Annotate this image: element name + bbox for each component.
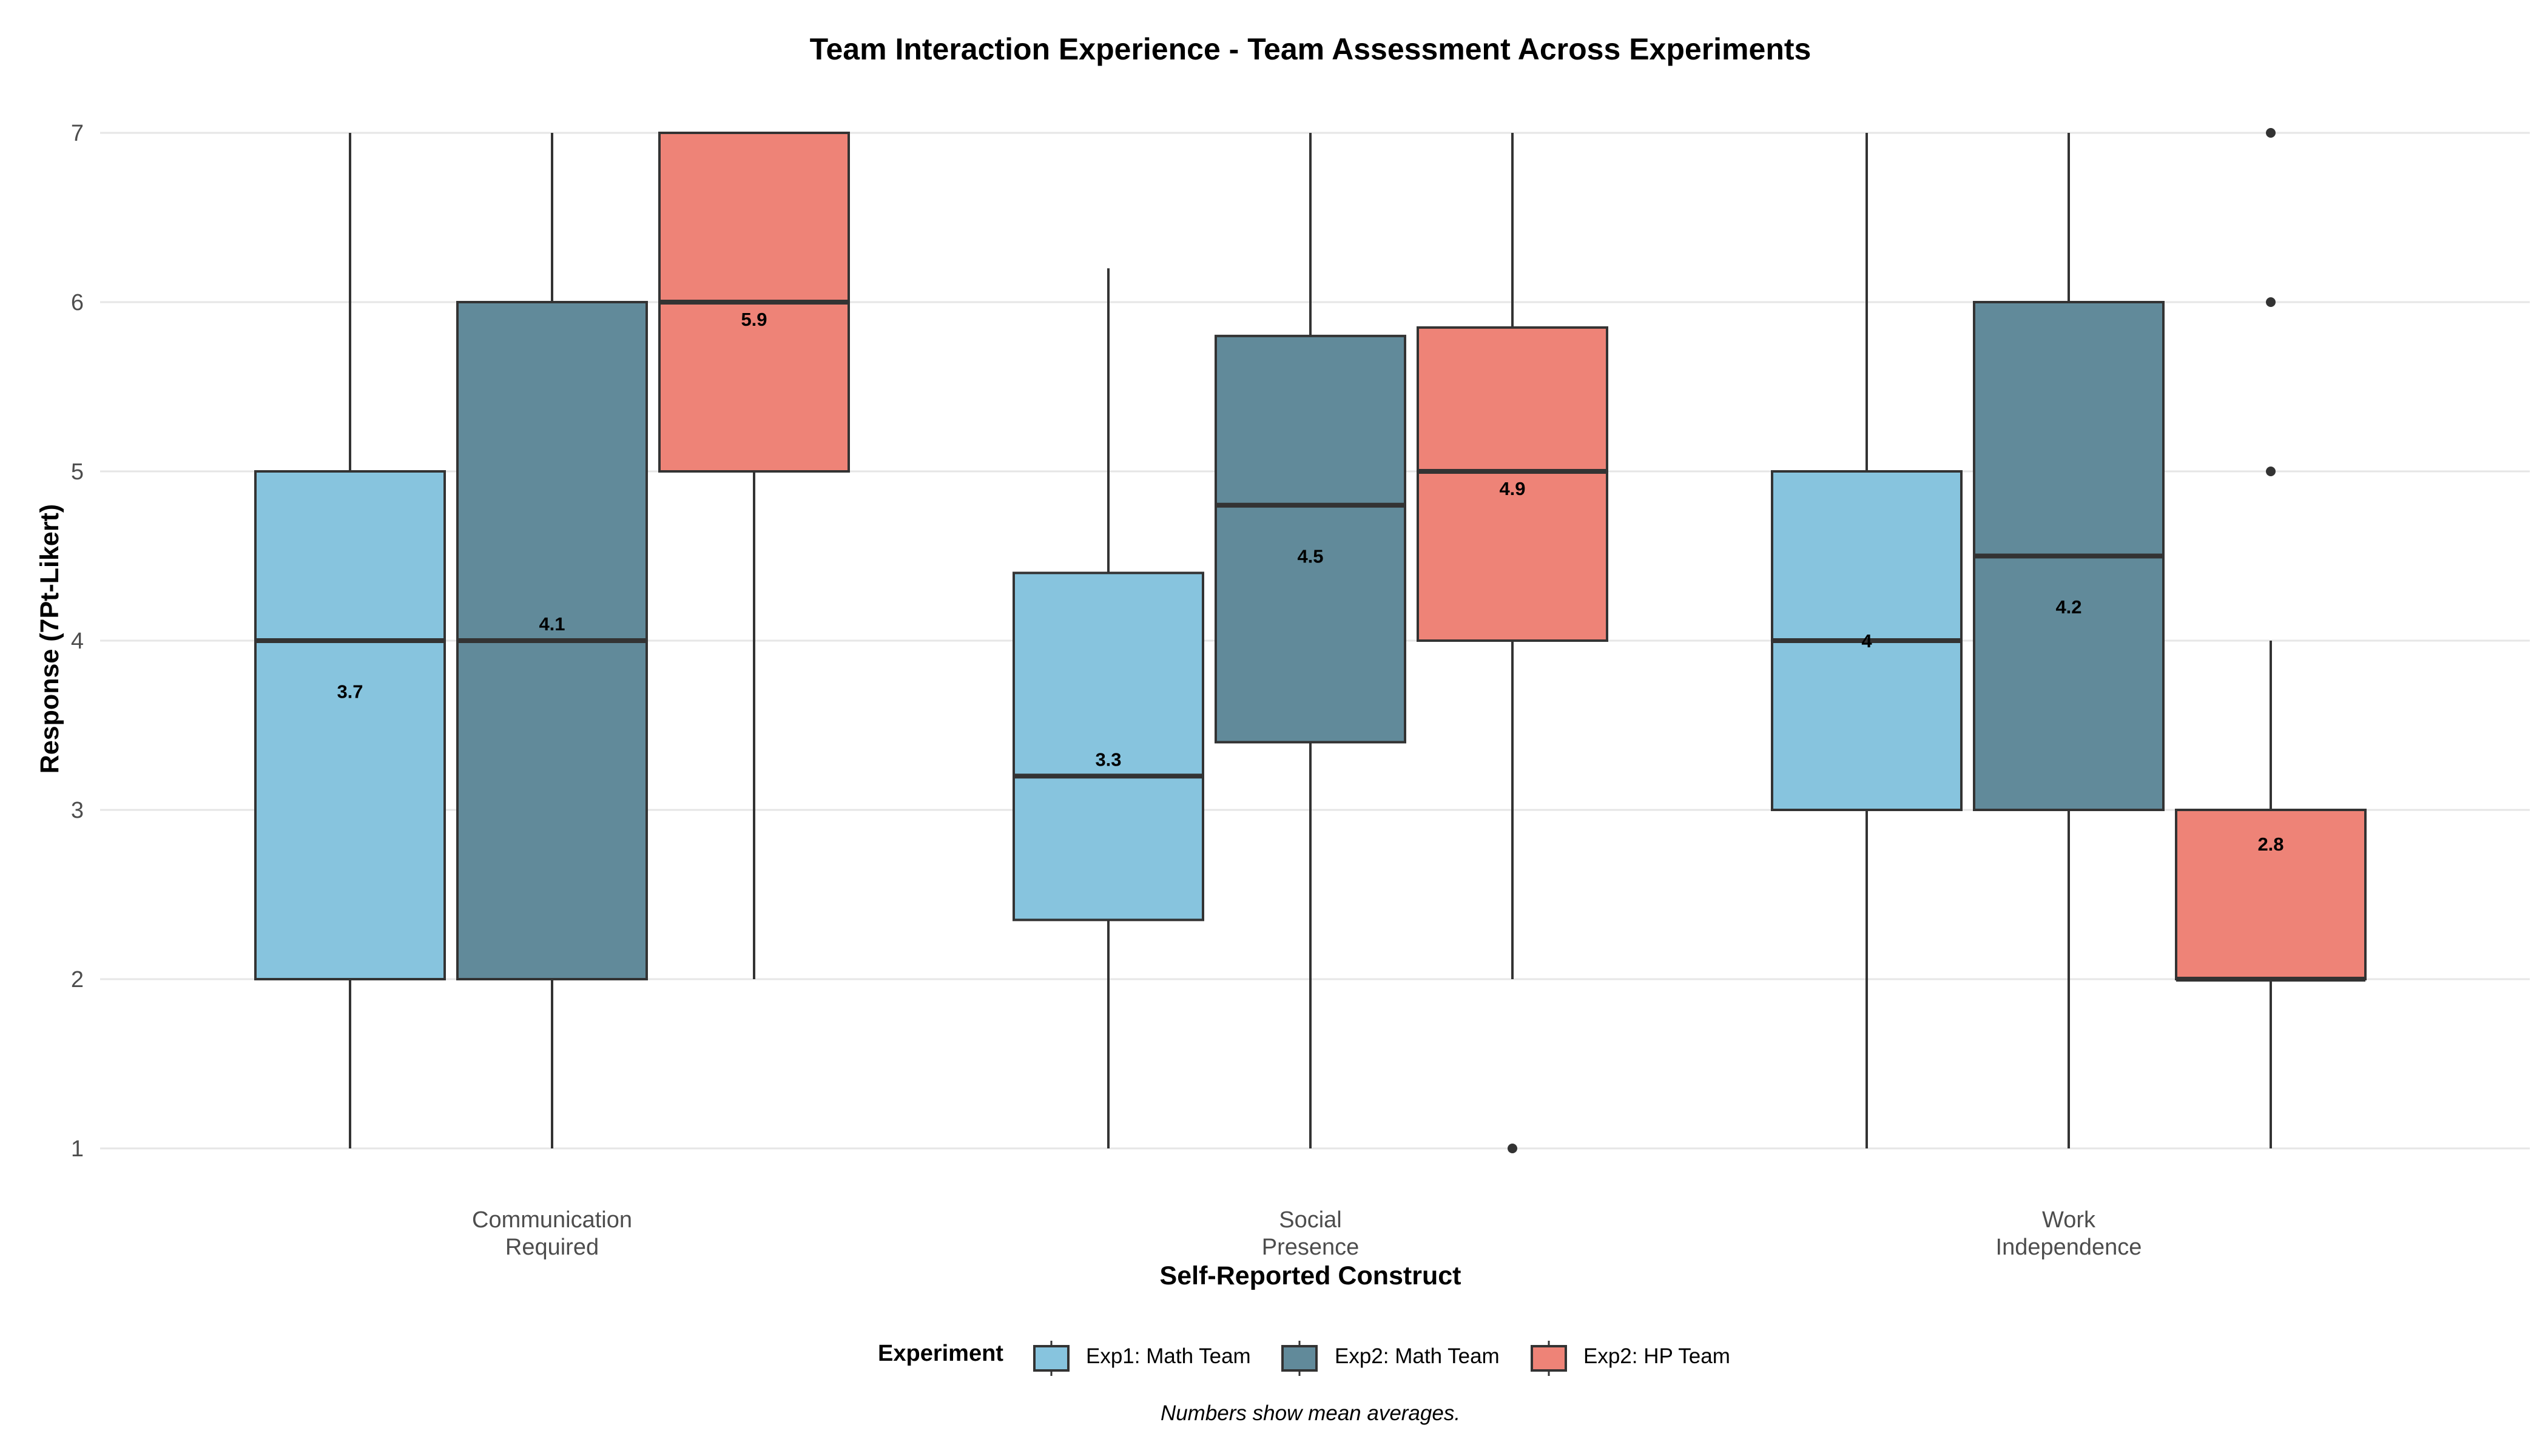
mean-label: 4.5	[1297, 546, 1323, 567]
legend-key	[1281, 1345, 1318, 1372]
x-tick-label: Independence	[1996, 1235, 2142, 1260]
y-tick-label: 6	[71, 290, 84, 315]
box-group: 4.2	[1973, 133, 2165, 1148]
box-group: 2.8	[2175, 128, 2367, 1148]
box-group: 3.7	[254, 133, 446, 1148]
box	[1417, 326, 1608, 642]
legend-label: Exp1: Math Team	[1086, 1344, 1251, 1368]
x-tick-label: Communication	[472, 1207, 632, 1233]
legend-key	[1033, 1345, 1070, 1372]
outlier-point	[2266, 467, 2276, 476]
y-axis-ticks: 1 2 3 4 5 6 7	[71, 121, 84, 1162]
x-tick-label: Work	[2042, 1207, 2096, 1233]
y-tick-label: 3	[71, 798, 84, 823]
y-tick-label: 5	[71, 459, 84, 485]
outlier-point	[2266, 297, 2276, 307]
y-axis-title: Response (7Pt-Likert)	[35, 504, 64, 774]
mean-label: 2.8	[2257, 834, 2283, 855]
y-tick-label: 2	[71, 967, 84, 993]
box	[254, 470, 446, 980]
box	[1215, 334, 1406, 744]
box-group: 4.1	[456, 133, 648, 1148]
mean-label: 4.2	[2055, 596, 2081, 618]
y-tick-label: 7	[71, 121, 84, 146]
mean-label: 4	[1861, 630, 1872, 652]
box-group: 3.3	[1013, 268, 1204, 1148]
legend-label: Exp2: Math Team	[1335, 1344, 1500, 1368]
box	[1013, 571, 1204, 922]
legend-title: Experiment	[878, 1341, 1003, 1366]
legend-label: Exp2: HP Team	[1583, 1344, 1730, 1368]
mean-label: 4.1	[539, 613, 565, 635]
x-tick-label: Social	[1279, 1207, 1342, 1233]
box-group: 4	[1771, 133, 1963, 1148]
x-tick-label: Required	[505, 1235, 599, 1260]
mean-label: 3.3	[1095, 749, 1121, 770]
outlier-point	[2266, 128, 2276, 138]
y-tick-label: 4	[71, 629, 84, 654]
legend: Experiment Exp1: Math Team Exp2: Math Tea…	[878, 1341, 1730, 1376]
boxes: 3.7 3.3 4 4.1 4.5 4.2 5.9 4.9 2.8	[254, 128, 2367, 1153]
box-group: 4.9	[1417, 133, 1608, 1153]
legend-key	[1531, 1345, 1567, 1372]
chart-caption: Numbers show mean averages.	[1161, 1401, 1460, 1425]
box-group: 4.5	[1215, 133, 1406, 1148]
mean-label: 4.9	[1499, 478, 1525, 499]
mean-label: 5.9	[741, 309, 767, 330]
box-group: 5.9	[658, 132, 850, 979]
x-axis-title: Self-Reported Construct	[1160, 1261, 1461, 1290]
chart-title: Team Interaction Experience - Team Asses…	[810, 32, 1812, 66]
outlier-point	[1508, 1144, 1517, 1153]
box	[2175, 809, 2367, 980]
y-tick-label: 1	[71, 1136, 84, 1162]
x-tick-label: Presence	[1262, 1235, 1360, 1260]
mean-label: 3.7	[337, 681, 363, 703]
